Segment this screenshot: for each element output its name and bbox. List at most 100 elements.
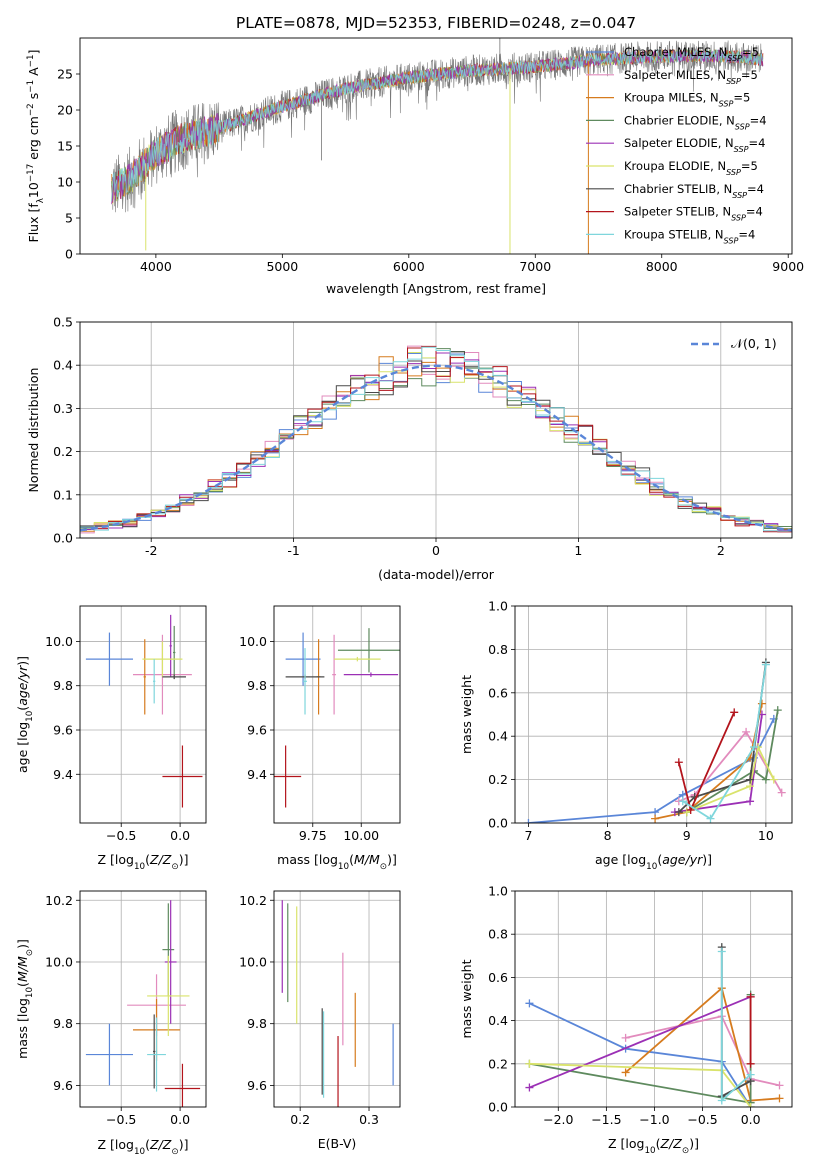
y-tick-label: 0.0 — [488, 816, 508, 831]
y-tick-label: 9.6 — [53, 1078, 73, 1093]
weight-marker — [621, 1068, 630, 1077]
y-tick-label: 9.6 — [247, 1078, 267, 1093]
weight-series-line — [686, 710, 779, 813]
weight-series-line — [678, 730, 783, 803]
legend-entry: Chabrier STELIB, NSSP=4 — [624, 182, 764, 200]
y-tick-label: 0 — [65, 247, 73, 262]
y-tick-label: 0.6 — [488, 685, 508, 700]
weight-series-line — [528, 718, 775, 823]
x-tick-label: -1 — [287, 543, 299, 558]
x-tick-label: 7 — [524, 828, 532, 843]
x-axis-label: Z [log10(Z/Z⊙)] — [98, 1137, 189, 1157]
plot-area — [525, 943, 784, 1107]
model-spectrum-line — [111, 48, 764, 202]
x-tick-label: 7000 — [519, 259, 551, 274]
x-tick-label: 1 — [574, 543, 582, 558]
weight-marker — [678, 797, 687, 806]
legend-entry: Kroupa STELIB, NSSP=4 — [624, 227, 755, 245]
weight-marker — [525, 1059, 534, 1068]
x-tick-label: 0.0 — [170, 1112, 190, 1127]
x-tick-label: 0 — [432, 543, 440, 558]
x-tick-label: 9 — [683, 828, 691, 843]
y-tick-label: 0.3 — [53, 401, 73, 416]
y-tick-label: 9.4 — [247, 767, 267, 782]
weight-marker — [706, 814, 715, 823]
y-tick-label: 9.8 — [53, 1016, 73, 1031]
figure-title: PLATE=0878, MJD=52353, FIBERID=0248, z=0… — [236, 14, 636, 32]
plot-area — [80, 345, 792, 538]
y-tick-label: 9.8 — [247, 1016, 267, 1031]
x-axis-label: (data-model)/error — [378, 567, 495, 582]
plot-area — [85, 900, 201, 1107]
model-spectrum-line — [111, 49, 764, 205]
y-tick-label: 10 — [57, 175, 73, 190]
weight-marker — [730, 708, 739, 717]
weight-marker — [750, 743, 759, 752]
y-tick-label: 0.0 — [53, 531, 73, 546]
weight-marker — [525, 999, 534, 1008]
weight-marker — [769, 775, 778, 784]
x-tick-label: 0.2 — [290, 1112, 310, 1127]
x-tick-label: 8 — [604, 828, 612, 843]
y-axis-label: Normed distribution — [26, 368, 41, 493]
weight-marker — [717, 1096, 726, 1105]
weight-marker — [621, 1033, 630, 1042]
legend-entry: Salpeter MILES, NSSP=5 — [624, 68, 758, 86]
legend: 𝒩(0, 1) — [691, 336, 777, 351]
weight-series-line — [529, 995, 751, 1089]
y-tick-label: 10.2 — [45, 893, 73, 908]
x-tick-label: 10 — [758, 828, 774, 843]
x-tick-label: −1.0 — [639, 1112, 669, 1127]
weight-series-line — [720, 947, 752, 1098]
weight-marker — [746, 1070, 755, 1079]
axes-frame — [273, 890, 401, 1108]
plot-area — [524, 658, 786, 823]
x-axis-label: age [log10(age/yr)] — [595, 852, 712, 872]
y-axis-label: mass weight — [459, 675, 474, 754]
x-tick-label: 0.3 — [359, 1112, 379, 1127]
data-spectrum-line — [111, 40, 763, 213]
plot-area — [111, 38, 764, 254]
x-tick-label: 0.0 — [741, 1112, 761, 1127]
weight-marker — [525, 1083, 534, 1092]
y-tick-label: 0.4 — [53, 358, 73, 373]
mass-vs-metallicity-panel: −0.5 0.0 9.6 9.8 10.0 10.2 Z [log10(Z/Z⊙)] mass… — [15, 890, 207, 1157]
weight-marker — [746, 992, 755, 1001]
spectrum-panel: 4000 5000 6000 7000 8000 9000 0 5 10 15 20 25 wavele… — [26, 37, 804, 296]
residuals-panel: -2 -1 0 1 2 0.0 0.1 0.2 0.3 0.4 0.5 (data-model)/er… — [26, 315, 793, 582]
weight-marker — [746, 775, 755, 784]
weight-marker — [761, 660, 770, 669]
y-tick-label: 9.4 — [53, 767, 73, 782]
y-tick-label: 10.0 — [239, 954, 267, 969]
y-tick-label: 9.8 — [53, 678, 73, 693]
age-vs-mass-panel: 9.75 10.00 9.4 9.6 9.8 10.0 mass [log10(M/M⊙)] — [239, 605, 401, 872]
y-tick-label: 10.0 — [45, 634, 73, 649]
weight-series-line — [625, 986, 780, 1102]
legend: Chabrier MILES, NSSP=5 Salpeter MILES, NS… — [586, 45, 767, 245]
weight-marker — [777, 788, 786, 797]
y-tick-label: 1.0 — [488, 884, 508, 899]
y-tick-label: 0.6 — [488, 970, 508, 985]
axes-frame — [514, 890, 793, 1108]
x-tick-label: 9000 — [772, 259, 804, 274]
plot-area — [274, 628, 400, 808]
x-tick-label: 0.0 — [170, 828, 190, 843]
weight-marker — [761, 775, 770, 784]
y-axis-label: mass [log10(M/M⊙)] — [15, 939, 35, 1059]
y-tick-label: 10.0 — [45, 954, 73, 969]
y-tick-label: 1.0 — [488, 599, 508, 614]
y-tick-label: 0.2 — [53, 444, 73, 459]
axes-frame — [273, 605, 401, 824]
weight-marker — [757, 699, 766, 708]
x-tick-label: 9.75 — [299, 828, 327, 843]
y-tick-label: 0.4 — [488, 729, 508, 744]
weight-marker — [775, 1094, 784, 1103]
weight-marker — [742, 727, 751, 736]
x-tick-label: −0.5 — [106, 828, 136, 843]
weight-marker — [773, 706, 782, 715]
mass-vs-ebv-panel: 0.2 0.3 9.6 9.8 10.0 10.2 E(B-V) — [239, 890, 401, 1151]
weight-marker — [524, 819, 533, 823]
x-tick-label: 2 — [717, 543, 725, 558]
y-tick-label: 0.0 — [488, 1100, 508, 1115]
